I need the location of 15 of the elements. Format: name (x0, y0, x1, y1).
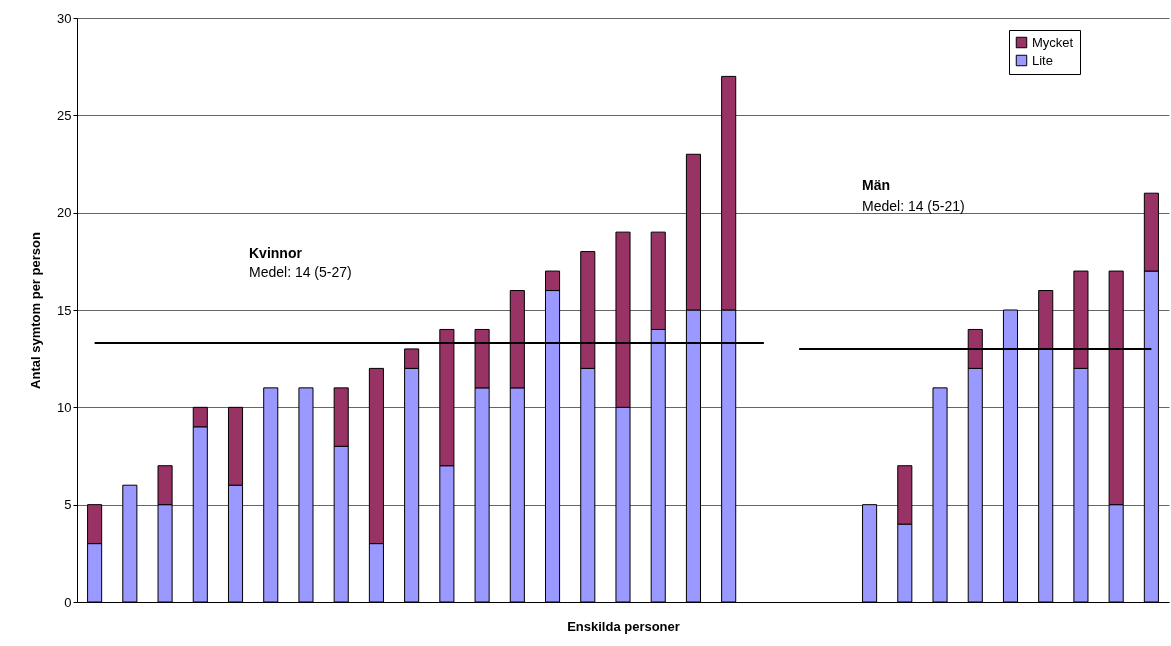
y-tick-label: 30 (57, 10, 72, 26)
annotation: Medel: 14 (5-27) (249, 264, 352, 280)
annotation: Kvinnor (249, 245, 303, 261)
y-tick-label: 10 (57, 399, 72, 415)
annotation: Medel: 14 (5-21) (862, 198, 965, 214)
y-axis-title: Antal symtom per person (28, 232, 44, 389)
annotation: Män (862, 177, 890, 193)
y-tick-label: 5 (64, 497, 72, 513)
y-tick-label: 0 (64, 594, 72, 610)
legend-label: Mycket (1032, 34, 1074, 50)
x-axis-title: Enskilda personer (567, 618, 680, 634)
y-tick-label: 20 (57, 205, 72, 221)
y-tick-label: 15 (57, 302, 72, 318)
legend-label: Lite (1032, 52, 1053, 68)
y-tick-label: 25 (57, 107, 72, 123)
